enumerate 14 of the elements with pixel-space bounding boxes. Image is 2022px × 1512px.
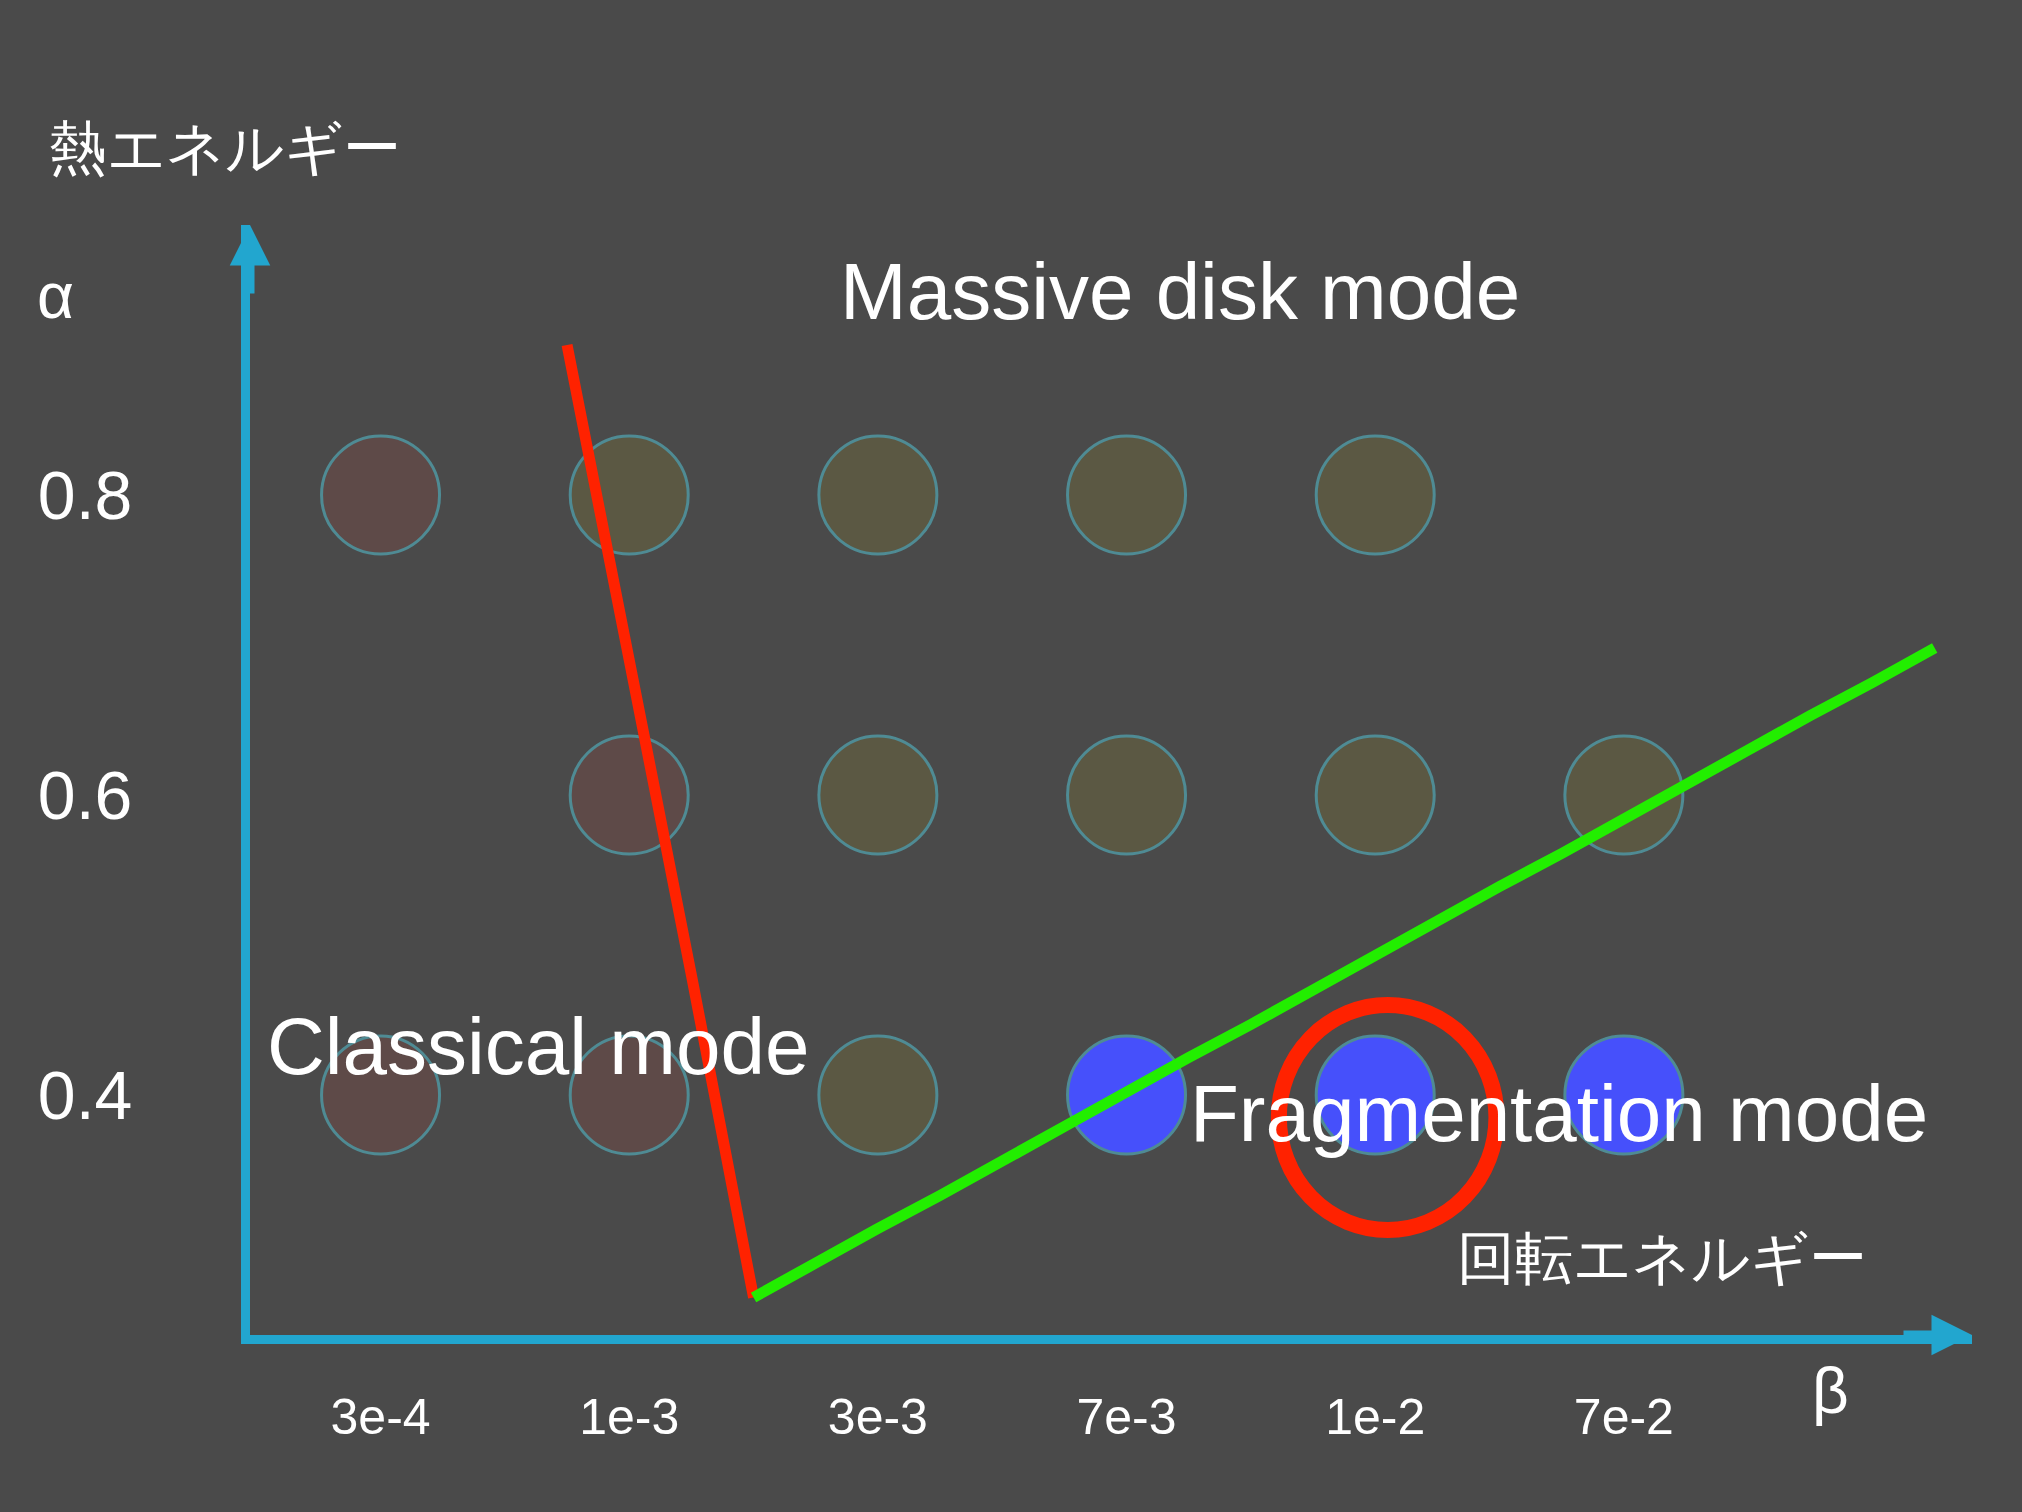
x-axis-title: β: [1812, 1355, 1849, 1427]
x-tick-label: 1e-2: [1325, 1389, 1426, 1445]
x-tick-label: 3e-3: [827, 1389, 928, 1445]
x-tick-label: 7e-2: [1573, 1389, 1674, 1445]
y-tick-label: 0.6: [37, 756, 133, 833]
text: 熱エネルギー: [49, 115, 401, 180]
annotation: Massive disk mode: [840, 247, 1521, 336]
x-tick-label: 3e-4: [330, 1389, 431, 1445]
annotation: 回転エネルギー: [1457, 1225, 1867, 1290]
y-axis-title: α: [37, 260, 74, 332]
x-tick-label: 1e-3: [579, 1389, 680, 1445]
y-tick-label: 0.4: [37, 1056, 133, 1133]
x-tick-label: 7e-3: [1076, 1389, 1177, 1445]
y-tick-label: 0.8: [37, 456, 133, 533]
